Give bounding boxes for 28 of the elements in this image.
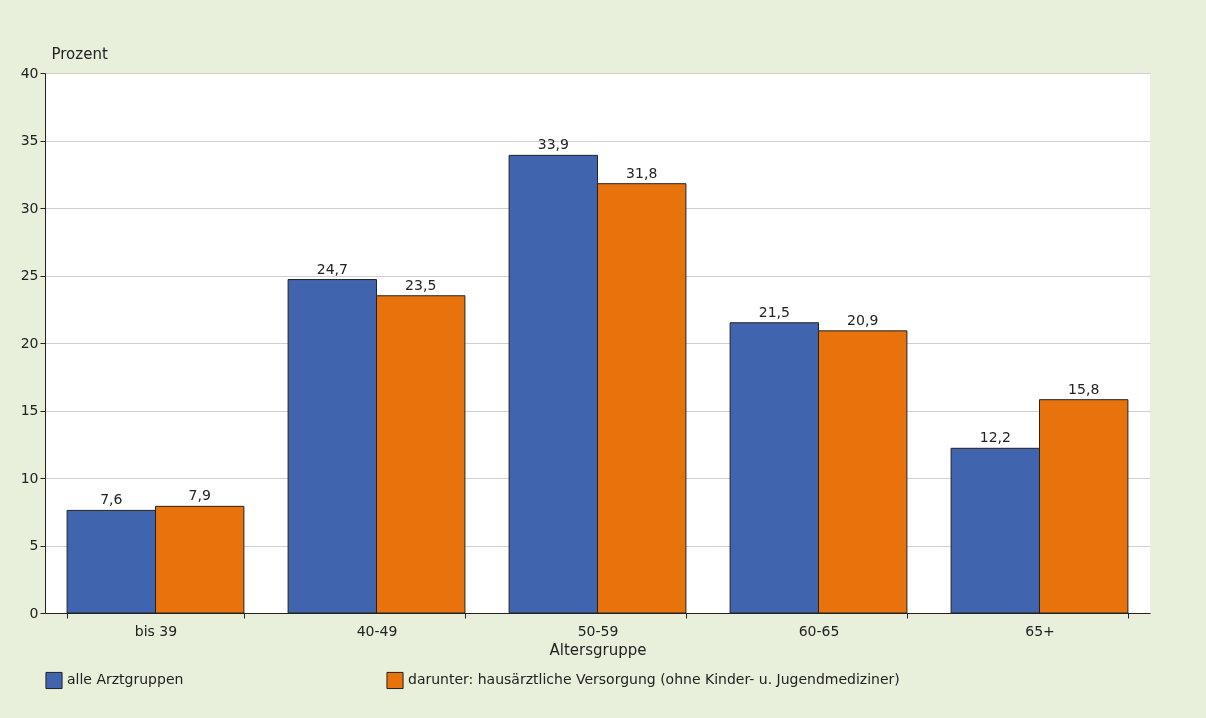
x-tick-label: 40-49 [356, 622, 398, 639]
y-tick-label: 30 [20, 199, 39, 216]
data-label: 12,2 [979, 429, 1011, 446]
data-label: 31,8 [626, 164, 658, 181]
x-tick-label: 65+ [1025, 622, 1055, 639]
data-label: 7,6 [100, 491, 123, 508]
y-tick-label: 25 [20, 267, 39, 283]
legend-label: alle Arztgruppen [67, 671, 184, 688]
x-tick-label: 60-65 [798, 622, 840, 639]
x-tick-label: bis 39 [134, 622, 178, 639]
data-label: 23,5 [405, 276, 437, 293]
x-axis-title: Altersgruppe [549, 640, 647, 659]
y-axis-title: Prozent [51, 44, 108, 63]
data-label: 15,8 [1068, 380, 1100, 397]
y-tick-label: 35 [20, 132, 39, 148]
data-label: 24,7 [316, 260, 348, 277]
data-label: 20,9 [847, 311, 879, 328]
y-tick-label: 5 [29, 537, 39, 553]
y-tick-label: 15 [20, 402, 39, 418]
y-tick-label: 0 [29, 604, 39, 621]
data-label: 21,5 [758, 303, 790, 320]
data-label: 33,9 [537, 136, 569, 153]
y-tick-label: 20 [20, 334, 39, 351]
y-tick-label: 10 [20, 469, 39, 486]
y-tick-label: 40 [20, 64, 39, 81]
data-label: 7,9 [188, 487, 211, 504]
x-tick-label: 50-59 [577, 622, 619, 639]
legend-label: darunter: hausärztliche Versorgung (ohne Kinder- u. Jugendmediziner) [408, 671, 900, 688]
